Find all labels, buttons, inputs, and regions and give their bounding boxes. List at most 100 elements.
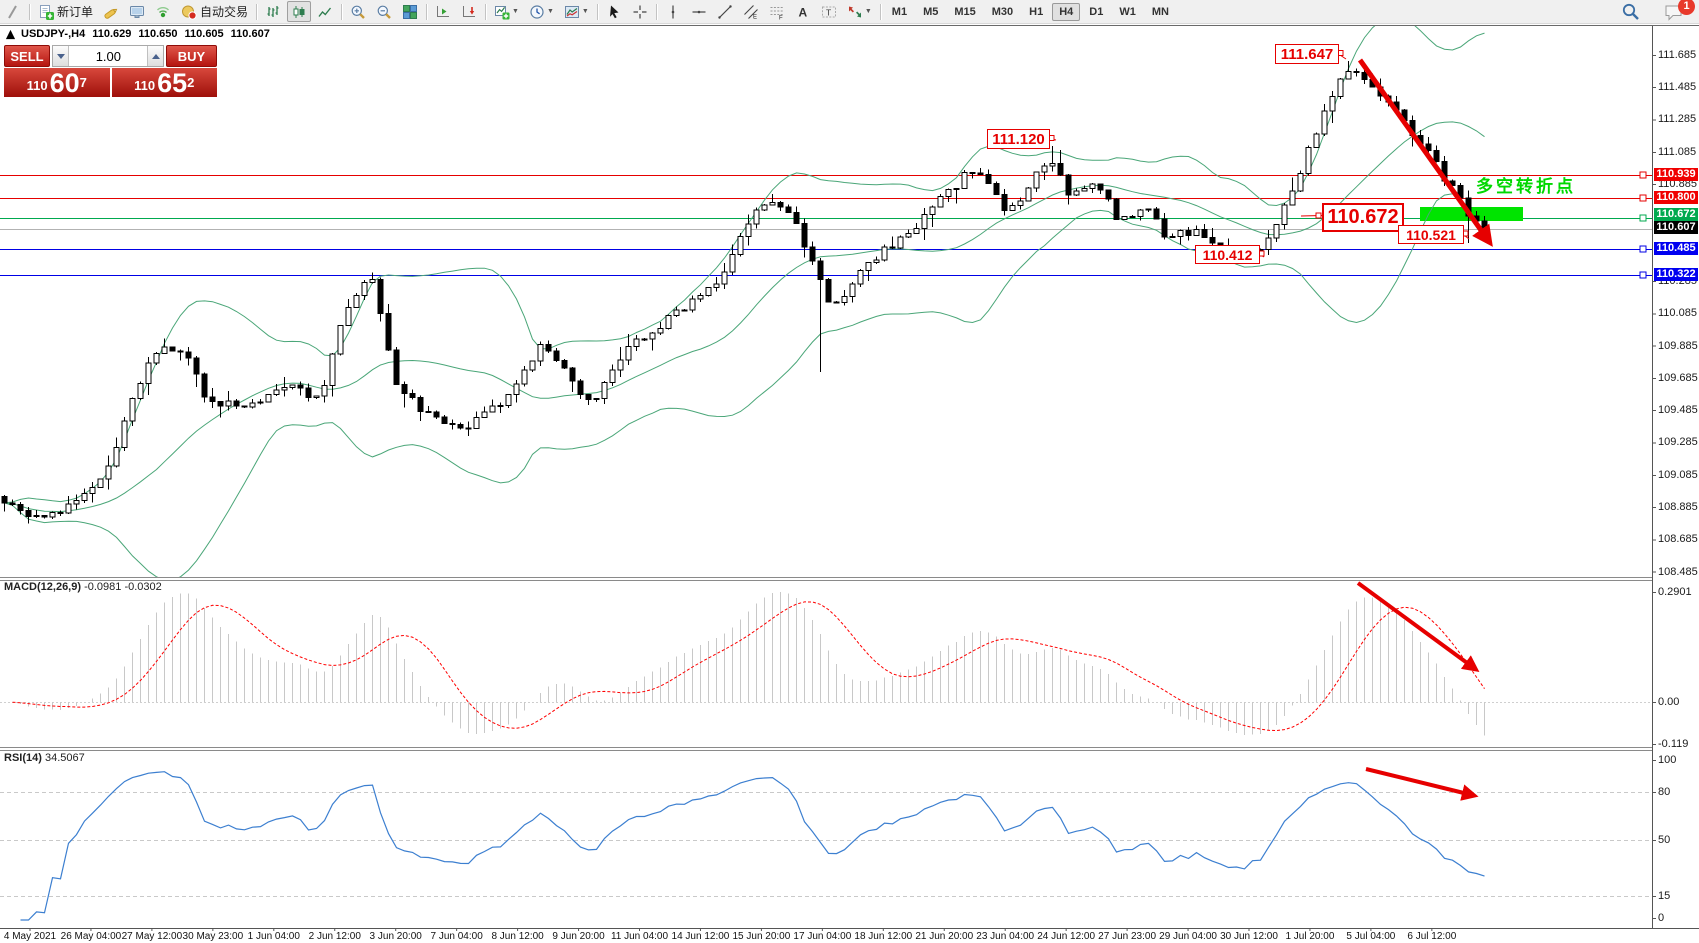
fibonacci-icon: F xyxy=(770,6,784,20)
rsi-pane xyxy=(0,771,1652,921)
timeframe-m15[interactable]: M15 xyxy=(954,5,976,18)
clipped-button[interactable] xyxy=(1,1,25,22)
macd-signal-value: -0.0302 xyxy=(124,581,162,593)
timeframe-h4[interactable]: H4 xyxy=(1052,2,1081,21)
new-chart-button[interactable]: ▼ xyxy=(490,1,523,22)
volume-input[interactable]: 1.00 xyxy=(95,49,121,64)
crosshair-icon xyxy=(633,5,647,18)
new-order-icon xyxy=(40,4,54,20)
signal-button[interactable] xyxy=(151,1,175,22)
zoom-in-button[interactable] xyxy=(346,1,370,22)
fibonacci-button[interactable]: F xyxy=(765,1,789,22)
sell-price-big: 60 xyxy=(49,68,80,98)
toolbar: 新订单 自动交易 ▼ ▼ ▼ E F A T ▼ M1 M5 M15 M30 H1 H4 D1 W1 MN 1 xyxy=(0,0,1699,24)
auto-scroll-button[interactable] xyxy=(457,1,481,22)
bars-chart-button[interactable] xyxy=(261,1,285,22)
autotrade-button[interactable]: 自动交易 xyxy=(177,1,252,22)
ohlc-low: 110.605 xyxy=(184,28,224,40)
toolbar-separator xyxy=(29,3,30,20)
toolbar-separator xyxy=(485,3,487,20)
symbol-info-bar: USDJPY-,H4 110.629 110.650 110.605 110.6… xyxy=(5,28,272,40)
timeframe-m5[interactable]: M5 xyxy=(923,5,939,18)
search-icon[interactable] xyxy=(1617,1,1644,22)
trendline-icon xyxy=(718,4,732,19)
timeframe-m1[interactable]: M1 xyxy=(891,5,908,18)
timeframe-w1[interactable]: W1 xyxy=(1119,5,1136,18)
ohlc-open: 110.629 xyxy=(92,28,132,40)
timeframe-d1[interactable]: D1 xyxy=(1089,5,1104,18)
macd-name: MACD(12,26,9) xyxy=(4,581,82,593)
new-chart-icon xyxy=(495,5,510,19)
buy-price-big: 65 xyxy=(157,68,188,98)
signal-icon xyxy=(157,6,170,17)
profiles-button[interactable]: ▼ xyxy=(560,1,593,22)
dropdown-caret-icon[interactable]: ▼ xyxy=(512,8,519,15)
zoom-in-icon xyxy=(351,5,365,19)
toolbar-separator xyxy=(341,3,343,20)
volume-stepper: 1.00 xyxy=(52,45,164,67)
bars-chart-icon xyxy=(267,5,279,17)
arrows-button[interactable]: ▼ xyxy=(843,1,876,22)
channel-button[interactable]: E xyxy=(739,1,763,22)
timeframe-mn[interactable]: MN xyxy=(1151,5,1169,18)
timeframe-h1[interactable]: H1 xyxy=(1029,5,1044,18)
chat-icon[interactable]: 1 xyxy=(1660,0,1695,22)
svg-text:T: T xyxy=(826,7,831,17)
one-click-trade-panel: SELL 1.00 BUY 110 60 7 110 65 2 xyxy=(4,45,217,97)
new-order-button[interactable]: 新订单 xyxy=(34,1,97,22)
arrows-icon xyxy=(848,6,861,17)
candle-chart-icon xyxy=(293,5,305,18)
sell-price[interactable]: 110 60 7 xyxy=(4,68,112,97)
timeframe-m30[interactable]: M30 xyxy=(991,5,1014,18)
text-button[interactable]: A xyxy=(791,1,815,22)
zoom-out-button[interactable] xyxy=(372,1,396,22)
crosshair-button[interactable] xyxy=(628,1,652,22)
dropdown-caret-icon[interactable]: ▼ xyxy=(864,8,872,15)
vline-button[interactable] xyxy=(661,1,685,22)
crayon-icon xyxy=(104,8,118,19)
symbol-name: USDJPY-,H4 xyxy=(21,28,86,40)
dropdown-caret-icon[interactable]: ▼ xyxy=(581,8,589,15)
toolbar-separator xyxy=(426,3,428,20)
zoom-out-icon xyxy=(377,5,391,19)
triangle-down-icon xyxy=(56,53,65,59)
buy-price[interactable]: 110 65 2 xyxy=(111,68,217,98)
toolbar-separator xyxy=(655,3,657,20)
ohlc-close: 110.607 xyxy=(230,28,270,40)
toolbar-right: 1 xyxy=(1616,0,1695,22)
trend-arrow xyxy=(1365,767,1479,801)
line-chart-icon xyxy=(318,7,332,17)
terminal-button[interactable] xyxy=(125,1,149,22)
line-chart-button[interactable] xyxy=(313,1,337,22)
text-icon: A xyxy=(798,5,807,19)
buy-button[interactable]: BUY xyxy=(166,45,217,67)
chart-shift-button[interactable] xyxy=(431,1,455,22)
buy-price-sup: 2 xyxy=(187,75,195,90)
tile-windows-button[interactable] xyxy=(398,1,422,22)
toolbar-button-label: 新订单 xyxy=(57,5,94,19)
candle-chart-button[interactable] xyxy=(287,1,312,22)
dropdown-caret-icon[interactable]: ▼ xyxy=(546,8,554,15)
hline-button[interactable] xyxy=(687,1,711,22)
triangle-up-icon xyxy=(151,53,160,59)
volume-decrease-button[interactable] xyxy=(53,46,69,66)
bull-bear-turning-point-annotation[interactable]: 多空转折点 xyxy=(1476,177,1576,196)
chart-shift-icon xyxy=(437,5,450,17)
crayon-button[interactable] xyxy=(99,1,123,22)
svg-text:E: E xyxy=(753,14,757,20)
clipped-icon xyxy=(8,4,17,19)
sell-button[interactable]: SELL xyxy=(4,45,50,67)
svg-text:F: F xyxy=(779,15,783,20)
channel-icon: E xyxy=(743,4,758,20)
toolbar-separator xyxy=(879,3,881,20)
label-button[interactable]: T xyxy=(817,1,841,22)
volume-increase-button[interactable] xyxy=(147,46,163,66)
autotrade-icon xyxy=(182,5,197,20)
chart-corner-icon xyxy=(5,29,16,39)
cursor-button[interactable] xyxy=(602,1,626,22)
trendline-button[interactable] xyxy=(713,1,737,22)
clock-button[interactable]: ▼ xyxy=(525,1,558,22)
rsi-label: RSI(14) 34.5067 xyxy=(4,752,85,764)
